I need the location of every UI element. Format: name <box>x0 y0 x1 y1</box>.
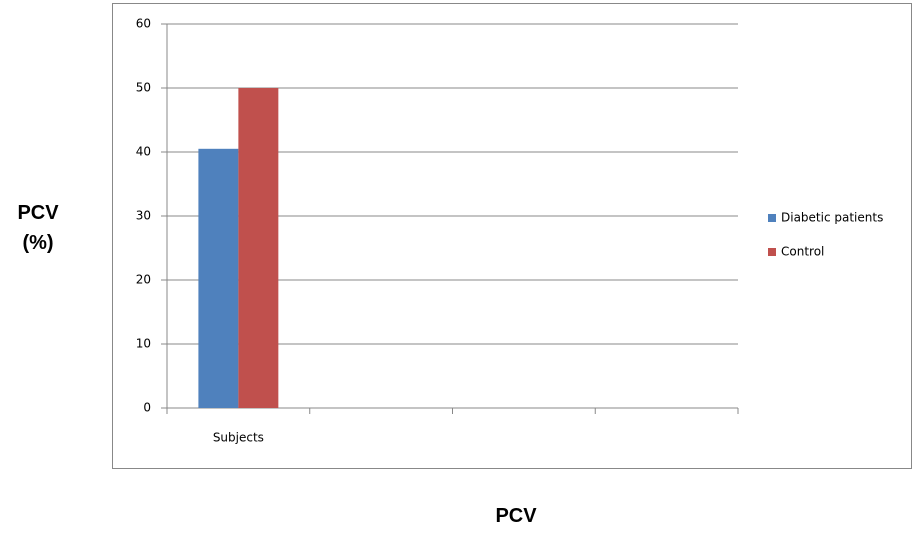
y-axis-label: PCV (%) <box>17 202 59 254</box>
y-tick-label: 60 <box>136 17 151 31</box>
legend-label: Diabetic patients <box>781 211 883 225</box>
y-tick-label: 10 <box>136 337 151 351</box>
legend-swatch <box>768 248 776 256</box>
x-tick-label: Subjects <box>213 431 264 445</box>
x-axis-label: PCV <box>495 505 537 527</box>
y-tick-label: 0 <box>143 401 151 415</box>
legend-label: Control <box>781 245 824 259</box>
bar <box>198 148 239 409</box>
y-tick-label: 40 <box>136 145 151 159</box>
y-tick-label: 50 <box>136 81 151 95</box>
bar <box>238 88 279 408</box>
y-tick-label: 30 <box>136 209 151 223</box>
legend-swatch <box>768 214 776 222</box>
y-tick-label: 20 <box>136 273 151 287</box>
